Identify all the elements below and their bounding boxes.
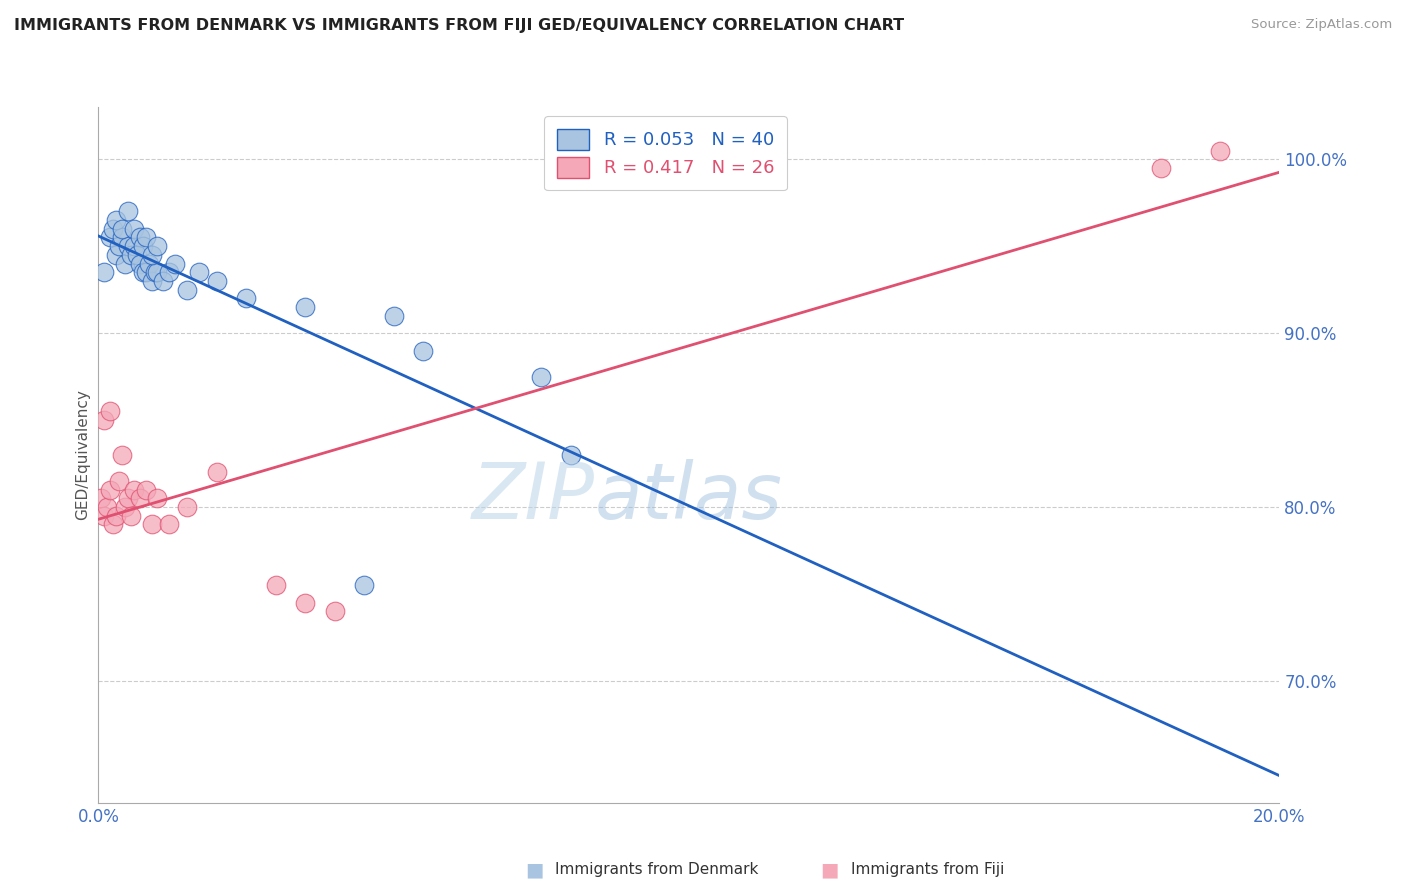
Point (128, 491, 150, 506)
Text: Immigrants from Fiji: Immigrants from Fiji (851, 863, 1004, 877)
Point (103, 222, 125, 236)
Point (128, 256, 150, 270)
Point (90, 491, 112, 506)
Point (103, 517, 125, 532)
Point (560, 448, 582, 462)
Point (152, 274, 174, 288)
Point (264, 578, 287, 592)
Point (157, 265, 180, 279)
Point (111, 230, 134, 244)
Legend: R = 0.053   N = 40, R = 0.417   N = 26: R = 0.053 N = 40, R = 0.417 N = 26 (544, 116, 787, 190)
Point (165, 256, 187, 270)
Point (530, 369, 553, 384)
Point (125, 248, 148, 262)
Text: ■: ■ (524, 860, 544, 880)
Point (141, 248, 163, 262)
Point (157, 517, 180, 532)
Point (93, 508, 115, 523)
Point (120, 508, 142, 523)
Point (132, 265, 155, 279)
Text: Immigrants from Denmark: Immigrants from Denmark (555, 863, 759, 877)
Point (176, 283, 198, 297)
Text: ■: ■ (820, 860, 839, 880)
Point (143, 265, 166, 279)
Point (111, 448, 134, 462)
Point (187, 265, 209, 279)
Point (122, 239, 145, 253)
Point (105, 248, 128, 262)
Point (353, 578, 375, 592)
Point (122, 483, 145, 497)
Point (128, 230, 150, 244)
Point (114, 256, 136, 270)
Point (1150, 161, 1173, 175)
Point (117, 491, 139, 506)
Point (1209, 144, 1232, 158)
Text: Source: ZipAtlas.com: Source: ZipAtlas.com (1251, 18, 1392, 31)
Point (235, 291, 257, 305)
Point (138, 256, 160, 270)
Point (117, 204, 139, 219)
Point (132, 239, 155, 253)
Point (412, 343, 434, 358)
Point (105, 213, 128, 227)
Point (108, 239, 131, 253)
Text: atlas: atlas (595, 458, 782, 534)
Point (141, 517, 163, 532)
Point (98, 404, 121, 418)
Point (105, 508, 128, 523)
Point (205, 465, 228, 479)
Point (98, 230, 121, 244)
Point (120, 248, 142, 262)
Point (294, 596, 316, 610)
Text: IMMIGRANTS FROM DENMARK VS IMMIGRANTS FROM FIJI GED/EQUIVALENCY CORRELATION CHAR: IMMIGRANTS FROM DENMARK VS IMMIGRANTS FR… (14, 18, 904, 33)
Point (96, 500, 118, 514)
Point (108, 474, 131, 488)
Point (114, 500, 136, 514)
Point (205, 274, 228, 288)
Point (135, 265, 157, 279)
Point (146, 239, 169, 253)
Point (294, 300, 316, 314)
Point (122, 222, 145, 236)
Point (176, 500, 198, 514)
Point (117, 239, 139, 253)
Point (93, 413, 115, 427)
Point (98, 483, 121, 497)
Point (146, 491, 169, 506)
Point (93, 265, 115, 279)
Y-axis label: GED/Equivalency: GED/Equivalency (75, 390, 90, 520)
Point (141, 274, 163, 288)
Point (135, 230, 157, 244)
Point (382, 309, 405, 323)
Point (111, 222, 134, 236)
Point (323, 604, 346, 618)
Text: ZIP: ZIP (471, 458, 595, 534)
Point (135, 483, 157, 497)
Point (146, 265, 169, 279)
